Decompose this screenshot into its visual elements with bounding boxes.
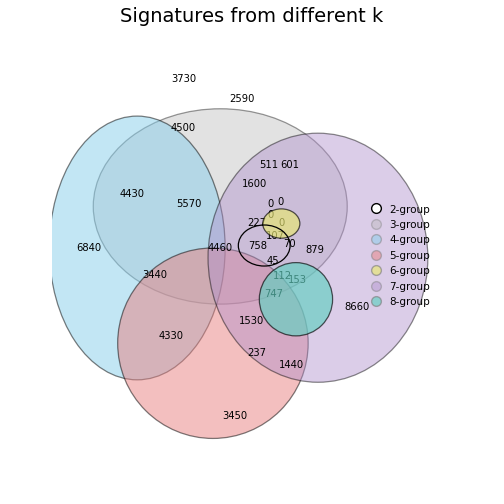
Text: 758: 758 xyxy=(248,241,267,251)
Text: 6840: 6840 xyxy=(76,243,101,253)
Text: 107: 107 xyxy=(266,231,285,241)
Text: 3440: 3440 xyxy=(142,270,167,280)
Ellipse shape xyxy=(260,263,333,336)
Text: 0: 0 xyxy=(278,218,284,228)
Text: 601: 601 xyxy=(281,160,299,170)
Text: 227: 227 xyxy=(247,218,267,228)
Ellipse shape xyxy=(93,109,347,304)
Title: Signatures from different k: Signatures from different k xyxy=(120,7,384,26)
Text: 1600: 1600 xyxy=(242,179,267,190)
Text: 4330: 4330 xyxy=(159,331,184,341)
Ellipse shape xyxy=(118,248,308,438)
Text: 511: 511 xyxy=(260,160,279,170)
Text: 237: 237 xyxy=(247,348,267,358)
Text: 3730: 3730 xyxy=(171,75,196,85)
Text: 4500: 4500 xyxy=(171,123,196,133)
Text: 1530: 1530 xyxy=(239,316,265,326)
Ellipse shape xyxy=(263,209,300,238)
Text: 2590: 2590 xyxy=(229,94,255,104)
Legend: 2-group, 3-group, 4-group, 5-group, 6-group, 7-group, 8-group: 2-group, 3-group, 4-group, 5-group, 6-gr… xyxy=(367,201,433,310)
Text: 112: 112 xyxy=(273,271,292,281)
Text: 4460: 4460 xyxy=(208,243,233,253)
Text: 45: 45 xyxy=(266,256,279,266)
Text: 0: 0 xyxy=(268,210,274,220)
Text: 1440: 1440 xyxy=(279,360,303,370)
Text: 0: 0 xyxy=(268,199,274,209)
Ellipse shape xyxy=(208,133,428,382)
Text: 0: 0 xyxy=(277,197,283,207)
Ellipse shape xyxy=(49,116,225,380)
Text: 153: 153 xyxy=(287,275,306,285)
Text: 8660: 8660 xyxy=(344,301,369,311)
Text: 70: 70 xyxy=(283,239,295,249)
Text: 879: 879 xyxy=(305,245,324,256)
Text: 3450: 3450 xyxy=(222,411,247,421)
Text: 5570: 5570 xyxy=(176,199,201,209)
Text: 747: 747 xyxy=(265,289,283,299)
Text: 4430: 4430 xyxy=(120,189,145,199)
